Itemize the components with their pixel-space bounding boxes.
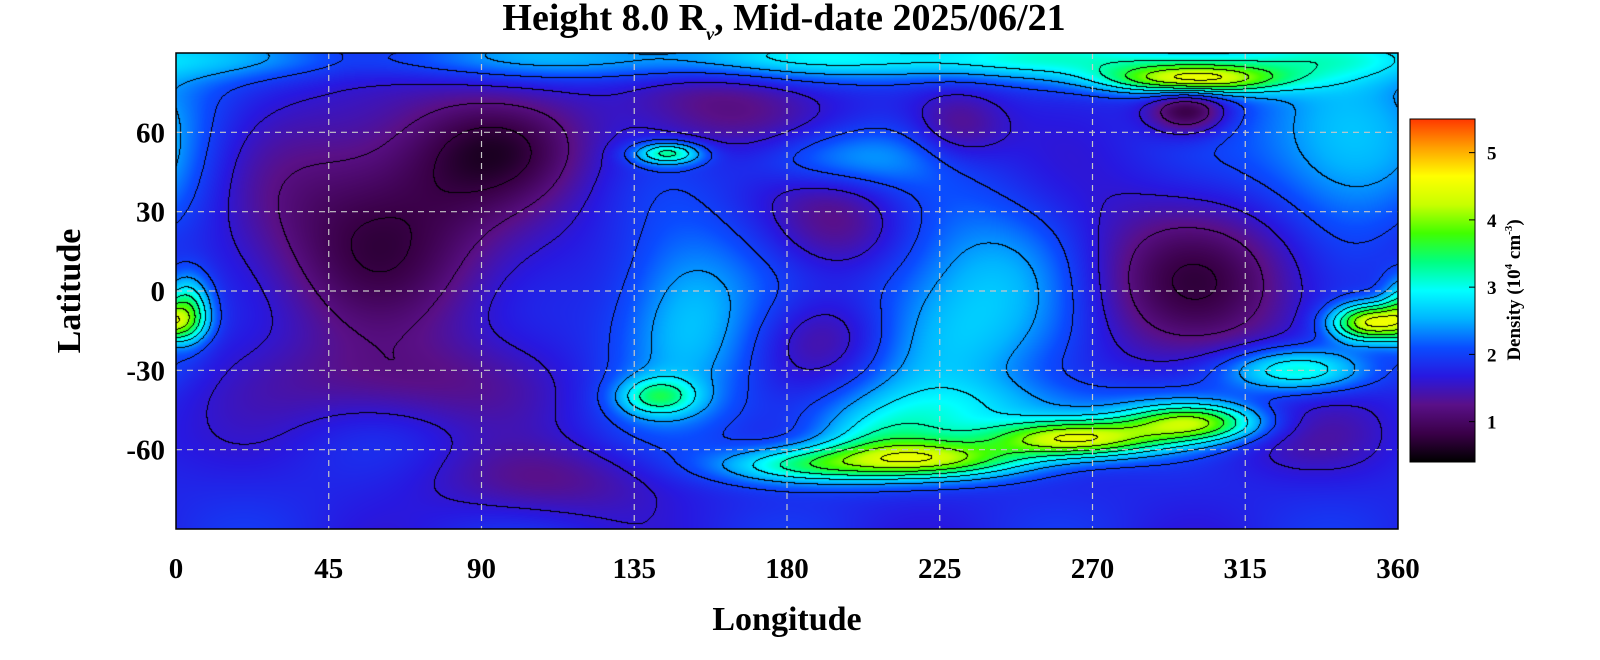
x-tick-label: 135 <box>613 553 657 585</box>
chart-title: Height 8.0 Rv, Mid-date 2025/06/21 <box>502 0 1065 44</box>
plot-frame <box>175 52 1399 530</box>
colorbar-tick-label: 4 <box>1487 211 1497 232</box>
x-axis-ticks: 0 45 90 135 180 225 270 315 360 <box>169 553 1420 585</box>
colorbar-label: Density (104 cm-3) <box>1503 219 1525 360</box>
x-axis-label: Longitude <box>712 601 861 638</box>
y-tick-label: 60 <box>136 117 165 149</box>
x-tick-label: 225 <box>918 553 962 585</box>
x-tick-label: 45 <box>314 553 343 585</box>
plot-area <box>175 52 1399 530</box>
x-tick-label: 360 <box>1376 553 1420 585</box>
x-tick-label: 0 <box>169 553 184 585</box>
x-tick-label: 315 <box>1224 553 1268 585</box>
y-tick-label: 0 <box>151 276 166 308</box>
y-axis-ticks: 60 30 0 -30 -60 <box>126 117 165 466</box>
colorbar-tick-label: 5 <box>1487 144 1497 165</box>
y-tick-label: -60 <box>126 435 165 467</box>
x-tick-label: 90 <box>467 553 496 585</box>
colorbar: 1 2 3 4 5 Density (104 cm-3) <box>1409 118 1525 463</box>
colorbar-tick-label: 3 <box>1487 278 1497 299</box>
x-tick-label: 180 <box>765 553 809 585</box>
colorbar-gradient <box>1409 118 1476 463</box>
y-tick-label: -30 <box>126 355 165 387</box>
colorbar-tick-label: 1 <box>1487 413 1497 434</box>
colorbar-ticks: 1 2 3 4 5 <box>1469 144 1497 434</box>
colorbar-tick-label: 2 <box>1487 345 1497 366</box>
y-axis-label: Latitude <box>51 229 88 354</box>
x-tick-label: 270 <box>1071 553 1115 585</box>
y-tick-label: 30 <box>136 197 165 229</box>
grid-lines <box>176 53 1398 529</box>
